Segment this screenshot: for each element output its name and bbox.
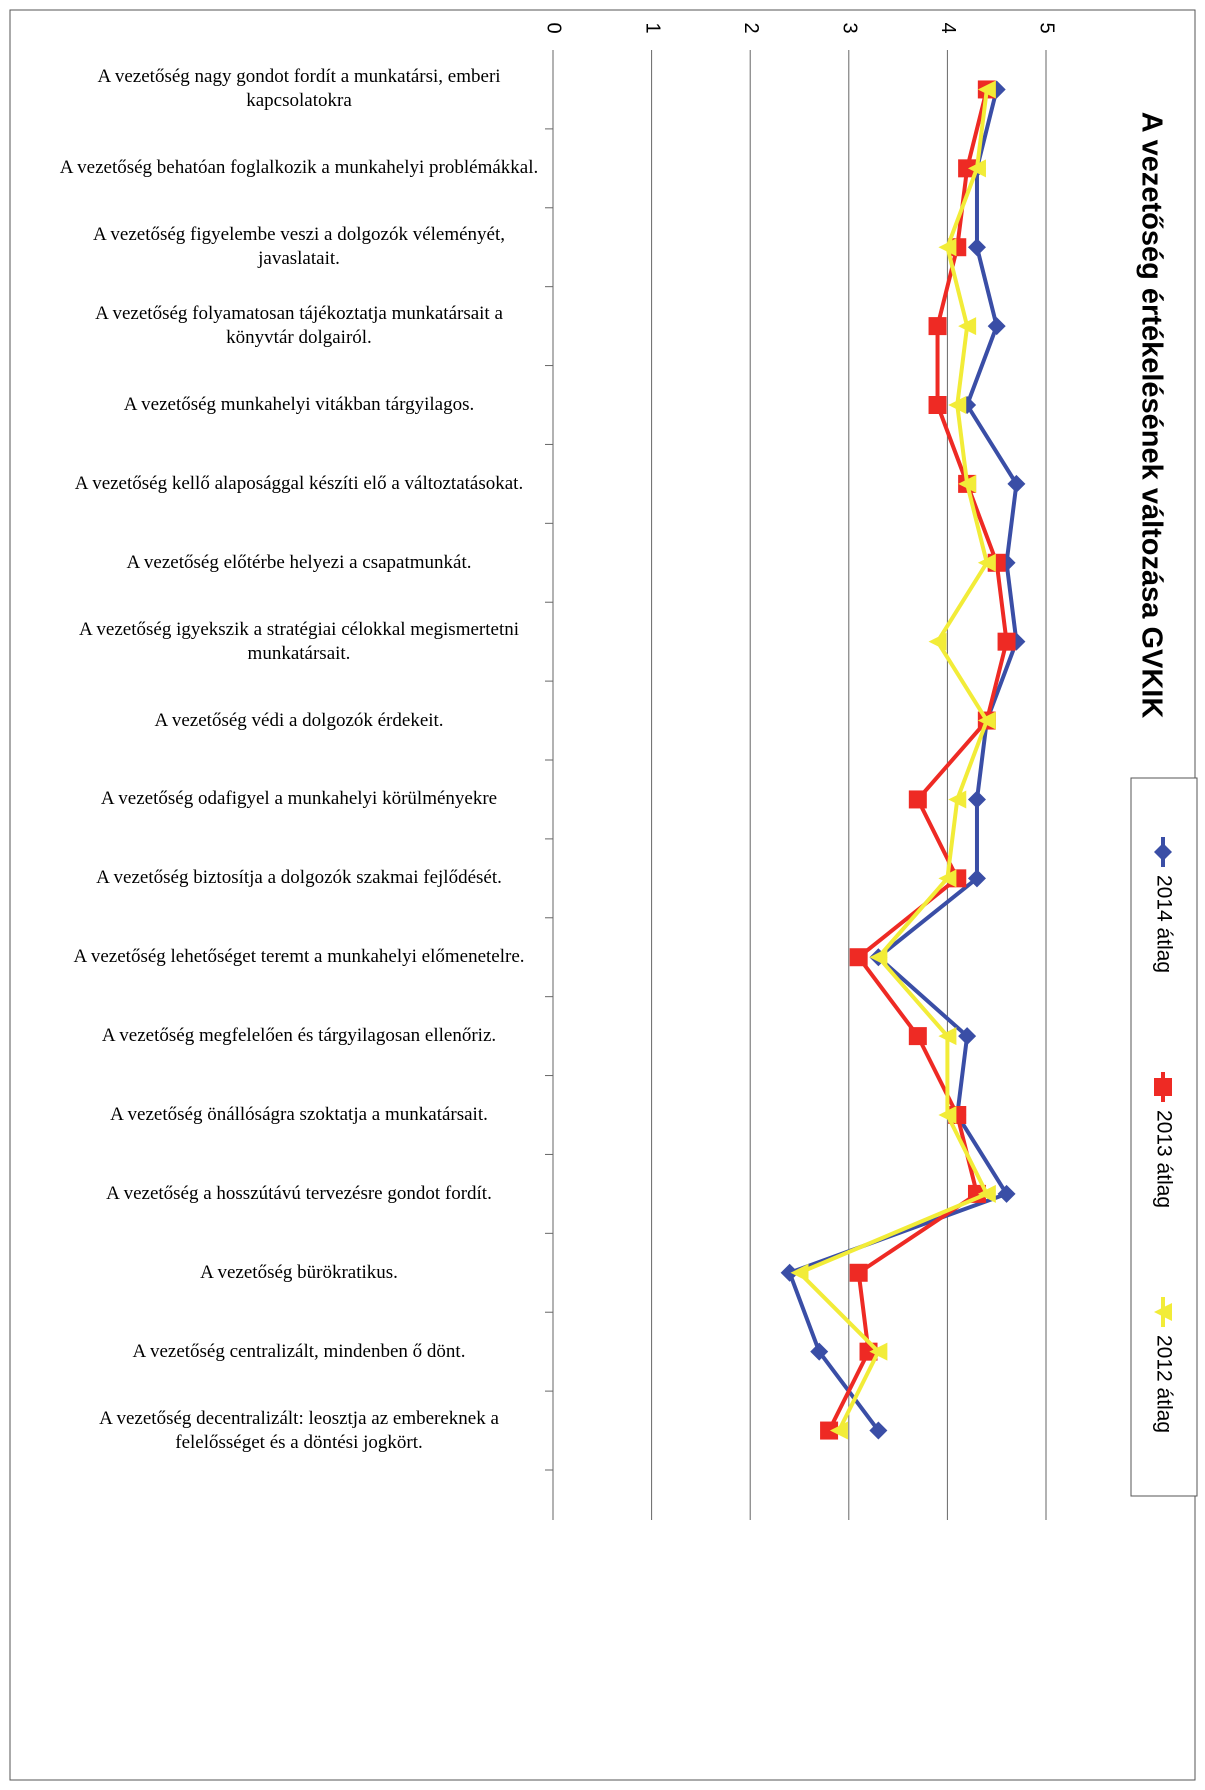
data-point (820, 1421, 839, 1440)
data-point (928, 396, 947, 414)
y-tick-label: 4 (937, 22, 959, 33)
data-point (977, 80, 996, 99)
series-line (787, 88, 1019, 1432)
data-point (958, 474, 977, 493)
legend-marker (1154, 843, 1172, 861)
data-point (967, 238, 986, 257)
category-label: A vezetőség centralizált, mindenben ő dö… (132, 1340, 466, 1362)
category-label: A vezetőség előtérbe helyezi a csapatmun… (126, 551, 472, 573)
data-point (869, 1342, 888, 1361)
data-point (967, 869, 986, 888)
category-label: A vezetőség behatóan foglalkozik a munka… (59, 157, 539, 179)
data-point (908, 790, 927, 809)
data-point (948, 396, 967, 414)
category-label: A vezetőség lehetőséget teremt a munkahe… (73, 946, 525, 968)
data-point (958, 1027, 977, 1046)
y-tick-label: 3 (839, 22, 861, 33)
data-point (869, 1421, 888, 1440)
data-point (928, 632, 947, 651)
data-point (829, 1421, 848, 1440)
data-point (1007, 474, 1026, 493)
data-point (938, 869, 957, 888)
legend-label: 2012 átlag (1152, 1335, 1175, 1433)
data-point (977, 553, 996, 572)
data-point (780, 1263, 799, 1282)
data-point (958, 159, 977, 178)
data-point (977, 1184, 996, 1203)
data-point (997, 632, 1016, 651)
category-label: A vezetőség munkahelyi vitákban tárgyila… (123, 394, 475, 415)
category-label: A vezetőség biztosítja a dolgozók szakma… (96, 867, 502, 889)
data-point (938, 1106, 957, 1124)
data-point (948, 790, 967, 809)
data-point (967, 159, 986, 178)
category-label: A vezetőség igyekszik a stratégiai célok… (78, 618, 519, 664)
data-point (938, 1027, 957, 1046)
data-point (810, 1342, 829, 1361)
data-point (977, 711, 996, 730)
category-label: A vezetőség bürökratikus. (200, 1261, 398, 1283)
category-label: A vezetőség nagy gondot fordít a munkatá… (97, 66, 501, 112)
legend-label: 2014 átlag (1152, 875, 1175, 973)
data-point (869, 948, 888, 967)
y-tick-label: 5 (1036, 22, 1058, 33)
data-point (849, 1263, 868, 1282)
category-label: A vezetőség folyamatosan tájékoztatja mu… (95, 303, 503, 349)
data-point (997, 1184, 1016, 1203)
data-point (928, 317, 947, 336)
legend-box (1130, 777, 1198, 1497)
data-point (849, 948, 868, 967)
category-label: A vezetőség megfelelően és tárgyilagosan… (101, 1025, 497, 1047)
category-label: A vezetőség decentralizált: leosztja az … (99, 1407, 499, 1453)
data-point (938, 238, 957, 257)
legend-label: 2013 átlag (1152, 1110, 1175, 1208)
chart-title: A vezetőség értékelésének változása GVKI… (1135, 112, 1167, 719)
y-tick-label: 0 (543, 22, 565, 33)
category-label: A vezetőség önállóságra szoktatja a munk… (110, 1104, 488, 1125)
data-point (958, 317, 977, 336)
data-point (987, 317, 1006, 336)
category-label: A vezetőség figyelembe veszi a dolgozók … (92, 224, 506, 270)
category-label: A vezetőség odafigyel a munkahelyi körül… (100, 788, 498, 810)
category-label: A vezetőség kellő alaposággal készíti el… (74, 472, 524, 494)
data-point (908, 1027, 927, 1046)
data-point (967, 790, 986, 809)
frame (9, 9, 1196, 1781)
y-tick-label: 1 (641, 22, 663, 33)
y-tick-label: 2 (740, 22, 762, 33)
category-label: A vezetőség védi a dolgozók érdekeit. (154, 709, 444, 731)
legend-marker (1154, 1078, 1172, 1096)
category-label: A vezetőség a hosszútávú tervezésre gond… (106, 1182, 492, 1204)
legend-marker (1154, 1303, 1172, 1321)
data-point (790, 1263, 809, 1282)
series-line (797, 89, 989, 1432)
